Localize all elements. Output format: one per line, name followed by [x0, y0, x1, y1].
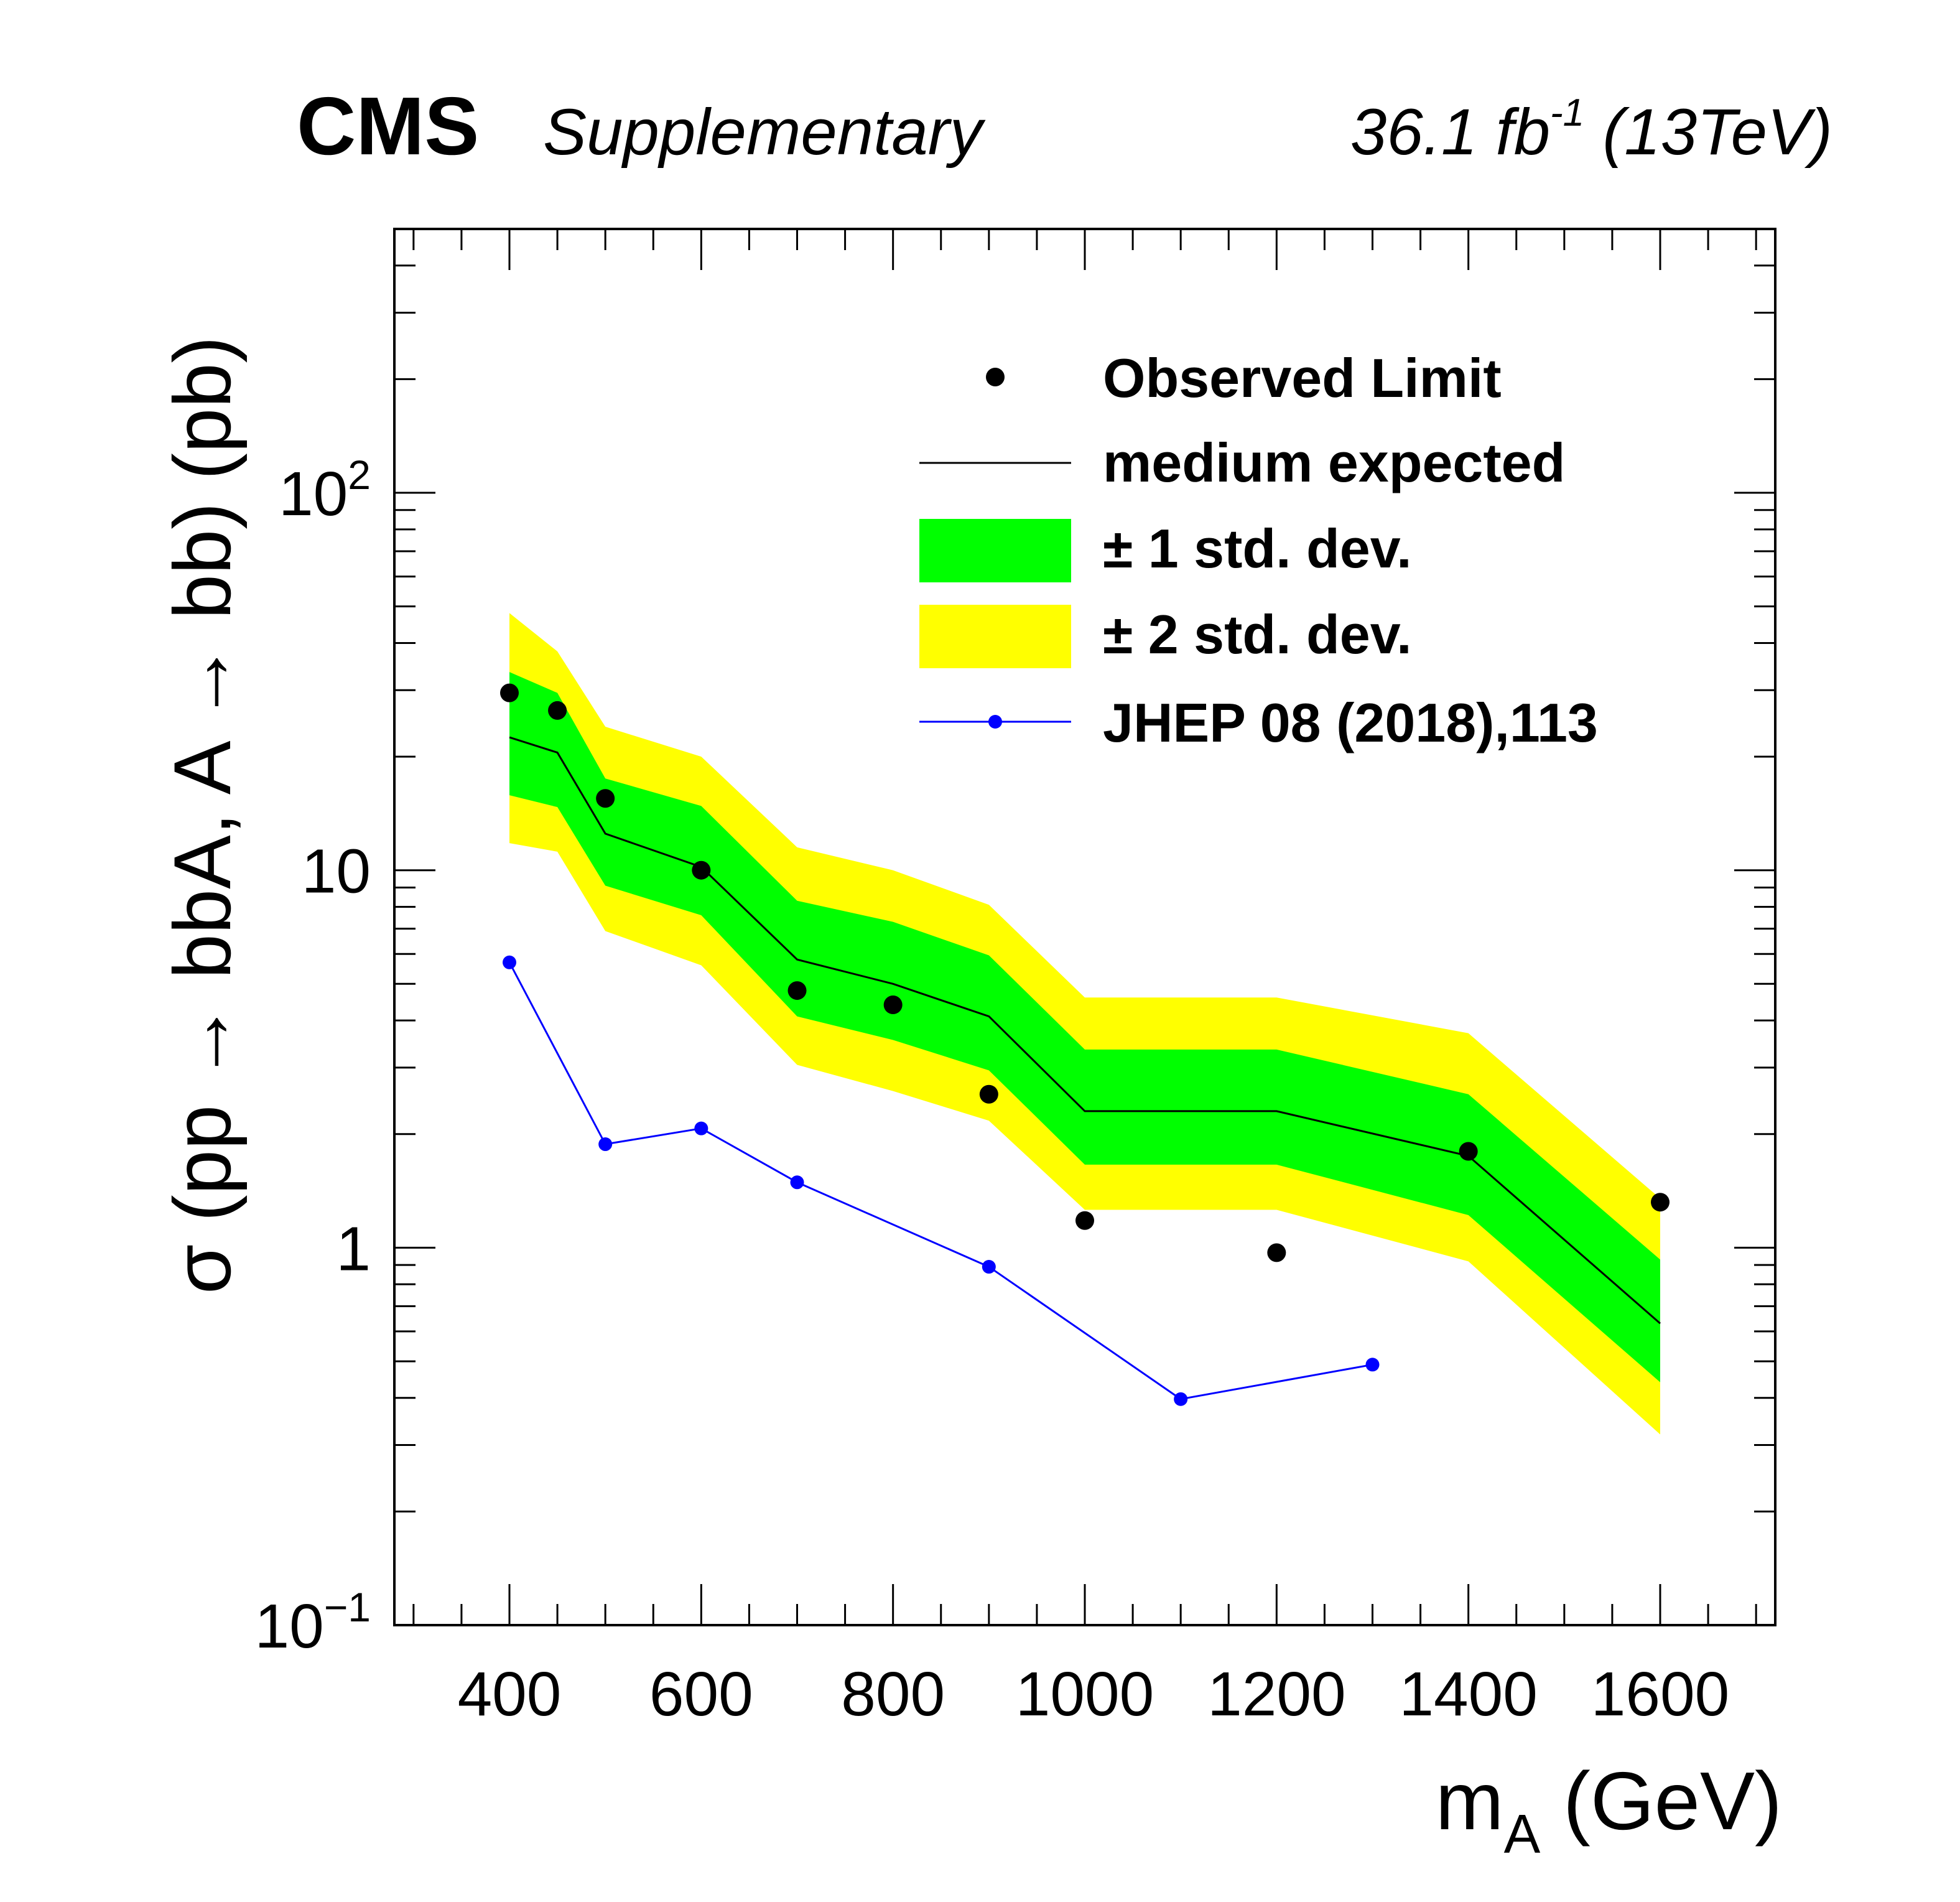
reference-limit-point — [982, 1260, 996, 1274]
legend-band1-swatch — [919, 519, 1071, 582]
reference-limit-point — [503, 955, 516, 969]
y-tick-label-base: 10 — [279, 459, 348, 529]
luminosity-value: 36.1 fb — [1350, 96, 1550, 169]
legend-expected-label: medium expected — [1103, 432, 1565, 493]
reference-limit-point — [694, 1121, 708, 1135]
uncertainty-bands — [509, 613, 1660, 1435]
data-points — [500, 683, 1670, 1406]
legend-band1-label: ± 1 std. dev. — [1103, 518, 1412, 579]
x-axis-title-main: m — [1436, 1755, 1504, 1847]
y-axis-title: σ (pp → bbA, A → bb) (pb) — [157, 336, 248, 1294]
observed-limit-point — [883, 995, 903, 1014]
plot-frame — [393, 228, 1777, 1626]
reference-limit-point — [598, 1137, 613, 1152]
x-tick-label: 1400 — [1399, 1659, 1537, 1729]
observed-limit-point — [1075, 1211, 1094, 1230]
reference-limit-point — [790, 1175, 804, 1190]
y-tick-label-base: 10 — [255, 1592, 324, 1661]
y-tick-label-exponent: −1 — [324, 1584, 371, 1630]
y-tick-label-exponent: 2 — [348, 452, 371, 498]
y-tick-label: 10 — [302, 837, 371, 907]
y-tick-label-base: 10 — [302, 837, 371, 907]
energy-label: (13TeV) — [1584, 96, 1832, 169]
x-axis-title-unit: (GeV) — [1540, 1755, 1782, 1847]
legend-ref-label: JHEP 08 (2018),113 — [1103, 692, 1598, 753]
observed-limit-point — [787, 981, 807, 1000]
observed-limit-point — [548, 701, 567, 720]
x-tick-label: 800 — [841, 1659, 945, 1729]
legend-ref-marker — [988, 715, 1002, 729]
y-tick-label-base: 1 — [336, 1214, 371, 1284]
legend-band2-swatch — [919, 605, 1071, 668]
experiment-label: CMS — [297, 80, 479, 172]
reference-limit-point — [1174, 1392, 1188, 1406]
observed-limit-point — [596, 789, 615, 808]
qualifier-label: Supplementary — [543, 96, 986, 169]
observed-limit-point — [1459, 1142, 1478, 1161]
reference-limit-point — [1365, 1358, 1380, 1372]
legend-observed-marker — [986, 368, 1005, 386]
observed-limit-point — [500, 683, 519, 702]
observed-limit-point — [1267, 1243, 1286, 1262]
expected-limit-line — [509, 736, 1661, 1325]
legend-band2-label: ± 2 std. dev. — [1103, 604, 1412, 665]
observed-limit-point — [979, 1084, 998, 1104]
axis-ticks — [394, 228, 1775, 1626]
x-axis-title-sub: A — [1504, 1803, 1541, 1865]
luminosity-label: 36.1 fb-1 (13TeV) — [1350, 91, 1832, 169]
x-tick-label: 1000 — [1016, 1659, 1154, 1729]
x-tick-label: 400 — [458, 1659, 562, 1729]
x-tick-label: 600 — [649, 1659, 753, 1729]
x-tick-label: 1200 — [1207, 1659, 1345, 1729]
y-tick-label: 10−1 — [255, 1584, 371, 1661]
legend-observed-label: Observed Limit — [1103, 347, 1502, 409]
observed-limit-point — [692, 860, 711, 880]
legend: Observed Limit medium expected ± 1 std. … — [919, 347, 1598, 753]
band-2sigma — [509, 613, 1660, 1435]
observed-limit-point — [1651, 1193, 1670, 1212]
luminosity-exponent: -1 — [1550, 91, 1584, 134]
x-tick-label: 1600 — [1591, 1659, 1729, 1729]
y-tick-label: 102 — [279, 452, 371, 529]
y-tick-label: 1 — [336, 1214, 371, 1284]
x-axis-title: mA (GeV) — [1436, 1755, 1782, 1865]
